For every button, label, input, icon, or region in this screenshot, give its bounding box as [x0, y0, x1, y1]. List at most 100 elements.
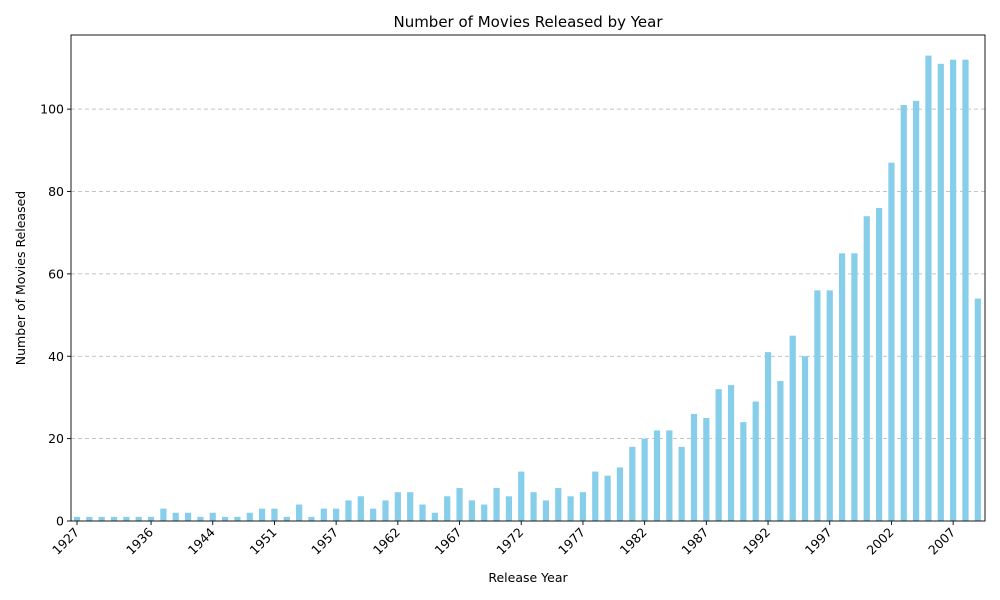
bar [925, 55, 932, 521]
bars [73, 55, 981, 522]
bar [184, 512, 192, 521]
bar [616, 467, 624, 521]
bar [296, 504, 303, 521]
bar [382, 500, 389, 521]
y-tick-label: 80 [48, 184, 64, 199]
bar [259, 508, 266, 521]
bar [666, 430, 673, 521]
bar [505, 496, 512, 521]
y-tick-label: 60 [48, 266, 64, 281]
x-tick-label: 1977 [555, 525, 588, 558]
bar [407, 492, 414, 521]
bar [468, 500, 475, 521]
bar [913, 100, 920, 521]
bar [271, 508, 278, 521]
bar [308, 516, 315, 521]
bar [826, 290, 833, 521]
bar [530, 492, 537, 521]
bar [678, 446, 685, 521]
x-axis-label: Release Year [488, 570, 568, 585]
bar [481, 504, 488, 521]
bar [73, 516, 81, 521]
x-tick-label: 1944 [185, 524, 218, 557]
bar [629, 446, 636, 521]
x-tick-label: 1927 [49, 525, 82, 558]
bar [345, 500, 352, 521]
bar [86, 516, 93, 521]
bar [653, 430, 661, 521]
bar [863, 216, 870, 521]
bar [542, 500, 550, 521]
bar [851, 253, 858, 521]
bar [370, 508, 377, 521]
bar [876, 207, 883, 522]
bar [419, 504, 426, 521]
x-tick-label: 2007 [925, 525, 958, 558]
x-tick-label: 1951 [246, 525, 279, 558]
grid-lines [71, 108, 985, 440]
bar [357, 496, 364, 521]
bar [752, 401, 759, 521]
bar [715, 389, 722, 521]
bar [333, 508, 340, 521]
bar [789, 335, 796, 521]
bar [900, 105, 907, 521]
bar [801, 356, 809, 521]
x-tick-label: 2002 [863, 525, 896, 558]
y-tick-label: 0 [56, 514, 64, 529]
bar [764, 352, 772, 521]
bar [160, 508, 167, 521]
bar [493, 488, 500, 521]
x-tick-label: 1962 [370, 525, 403, 558]
bar [777, 380, 784, 521]
bar [703, 418, 710, 521]
bar [444, 496, 451, 521]
y-tick-label: 20 [48, 431, 64, 446]
bar [135, 516, 142, 521]
bar [814, 290, 821, 521]
plot-frame [70, 34, 986, 522]
bar [246, 512, 253, 521]
bar [394, 492, 401, 521]
y-axis-label: Number of Movies Released [13, 191, 28, 365]
x-tick-label: 1972 [493, 525, 526, 558]
bar [209, 512, 216, 521]
bar [197, 516, 204, 521]
x-axis: 1927 1936 1944 1951 1957 1962 1967 1972 1977 1982… [49, 521, 958, 558]
bar [555, 488, 562, 521]
bar [888, 162, 895, 521]
bar [727, 385, 735, 521]
bar [950, 59, 957, 522]
bar [98, 516, 105, 521]
bar [592, 471, 599, 521]
bar [234, 516, 241, 521]
bar [567, 496, 574, 521]
bar [320, 508, 327, 521]
bar [518, 471, 525, 521]
x-tick-label: 1997 [802, 525, 835, 558]
bar [579, 492, 587, 521]
bar [431, 512, 438, 521]
bar [740, 422, 747, 521]
y-axis: 0 20 40 60 80 100 [40, 102, 71, 529]
y-tick-label: 100 [40, 102, 64, 117]
bar [962, 59, 969, 522]
chart-title: Number of Movies Released by Year [393, 13, 663, 31]
bar [604, 475, 611, 521]
bar [110, 516, 118, 521]
bar [283, 516, 290, 521]
bar [147, 516, 155, 521]
bar [221, 516, 229, 521]
x-tick-label: 1992 [740, 525, 773, 558]
bar [123, 516, 130, 521]
x-tick-label: 1982 [617, 525, 650, 558]
x-tick-label: 1936 [123, 524, 156, 557]
y-tick-label: 40 [48, 349, 64, 364]
x-tick-label: 1967 [432, 525, 465, 558]
bar [690, 413, 698, 521]
bar [838, 253, 846, 521]
bar [456, 488, 463, 521]
x-tick-label: 1957 [308, 525, 341, 558]
bar [937, 63, 944, 522]
